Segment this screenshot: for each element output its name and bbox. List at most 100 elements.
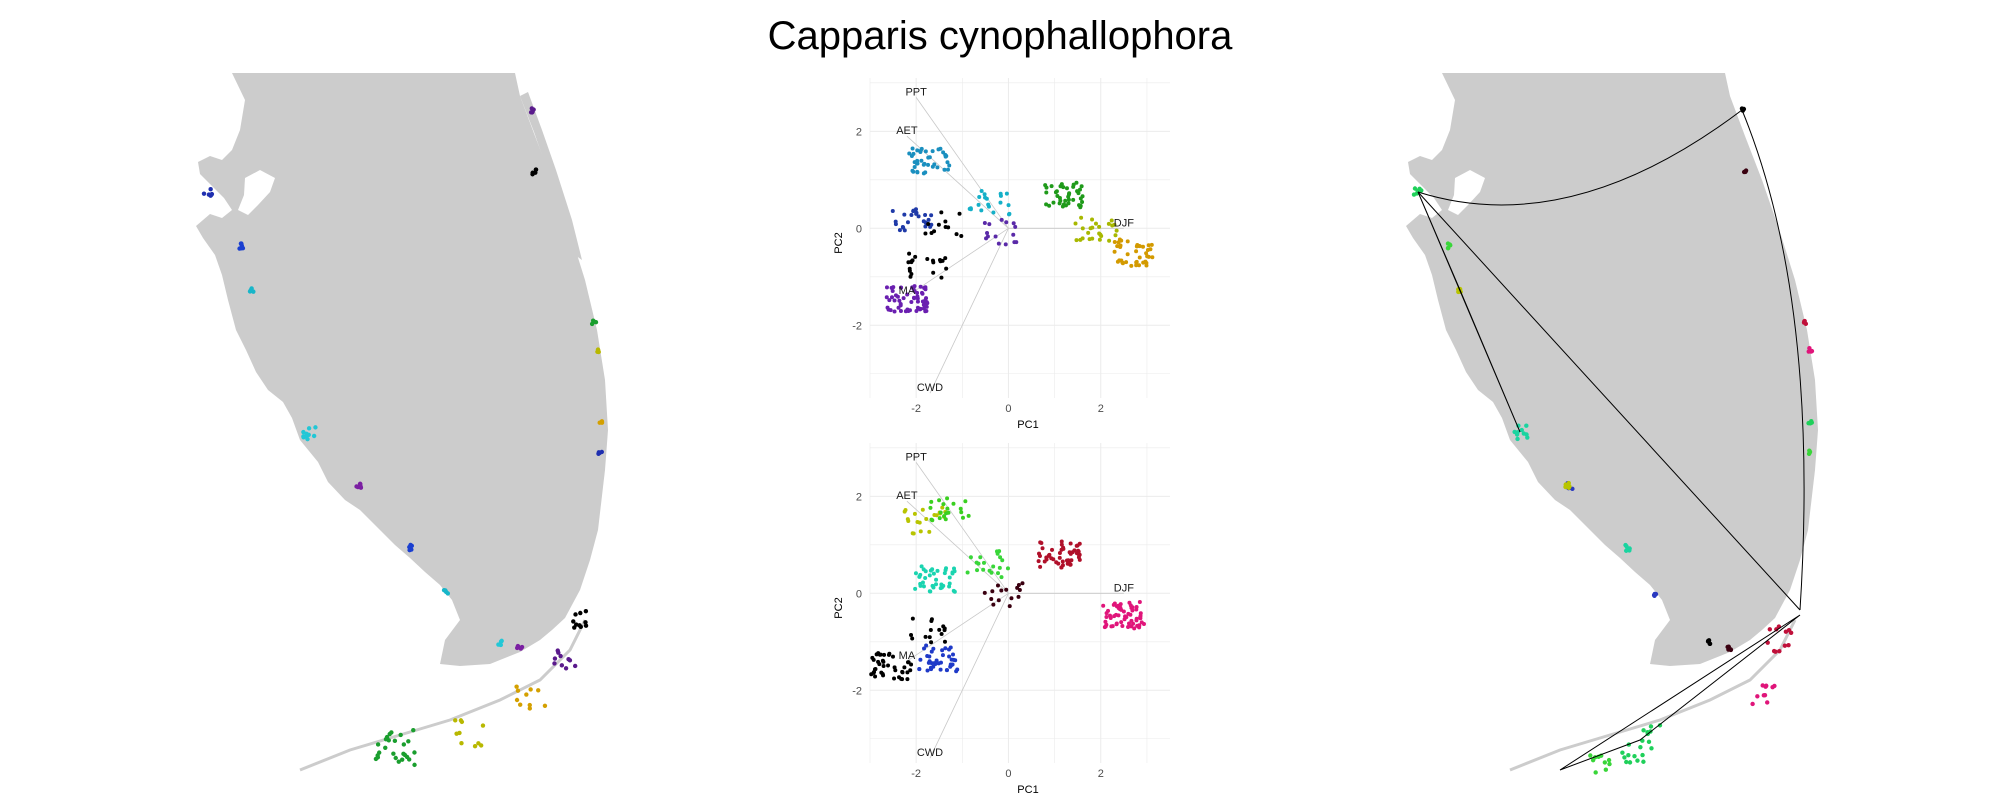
hull-line bbox=[1559, 614, 1801, 771]
pca-point bbox=[1108, 616, 1113, 621]
occurrence-point bbox=[577, 623, 582, 628]
pca-point bbox=[914, 211, 919, 216]
occurrence-point bbox=[1706, 638, 1712, 643]
pca-point bbox=[913, 254, 918, 259]
pca-point bbox=[926, 217, 931, 222]
pca-point bbox=[916, 214, 921, 219]
pca-point bbox=[886, 652, 891, 657]
pca-point bbox=[1044, 190, 1049, 195]
pca-biplot-bottom: -2 0 2 -2 0 2 PC1 PC2 PPT AET DJF CWD MA bbox=[833, 443, 1170, 796]
pca-point bbox=[940, 653, 945, 658]
pca-point bbox=[968, 555, 973, 560]
pca-point bbox=[924, 304, 929, 309]
occurrence-point bbox=[1807, 449, 1813, 455]
pca-point bbox=[999, 575, 1004, 580]
pca-point bbox=[1125, 239, 1130, 244]
pca-point bbox=[890, 208, 895, 213]
pca-point bbox=[918, 148, 923, 153]
pca-point bbox=[979, 189, 984, 194]
pca-point bbox=[1057, 201, 1062, 206]
pca-point bbox=[910, 616, 915, 621]
occurrence-point bbox=[306, 432, 311, 437]
pca-point bbox=[960, 515, 965, 520]
pca-point bbox=[944, 266, 949, 271]
vector-label: CWD bbox=[917, 382, 943, 394]
pca-point bbox=[982, 221, 987, 226]
occurrence-point bbox=[552, 656, 558, 661]
occurrence-point bbox=[1707, 641, 1712, 647]
pca-point bbox=[897, 228, 902, 233]
pca-point bbox=[1146, 243, 1151, 248]
occurrence-point bbox=[301, 429, 306, 435]
pca-point bbox=[1150, 255, 1155, 260]
pca-point bbox=[928, 589, 933, 594]
occurrence-point bbox=[412, 762, 417, 768]
pca-point bbox=[1077, 541, 1082, 546]
occurrence-point bbox=[515, 643, 521, 649]
pca-point bbox=[920, 507, 925, 512]
pca-point bbox=[1120, 260, 1125, 265]
pca-point bbox=[881, 659, 886, 664]
occurrence-point bbox=[555, 648, 560, 653]
pca-point bbox=[1044, 557, 1049, 562]
occurrence-point bbox=[376, 750, 382, 755]
pca-point bbox=[1129, 618, 1134, 623]
pca-point bbox=[952, 566, 957, 571]
pca-point bbox=[991, 210, 996, 215]
occurrence-point bbox=[1417, 186, 1422, 192]
occurrence-point bbox=[573, 612, 578, 617]
occurrence-point bbox=[412, 750, 417, 755]
occurrence-point bbox=[1624, 759, 1629, 765]
y-tick-label: 0 bbox=[856, 223, 862, 235]
pca-point bbox=[913, 586, 918, 591]
pca-point bbox=[987, 568, 992, 573]
pca-point bbox=[937, 516, 942, 521]
occurrence-point bbox=[583, 623, 589, 628]
pca-point bbox=[995, 583, 1000, 588]
pca-point bbox=[947, 575, 952, 580]
x-tick-label: 2 bbox=[1098, 403, 1104, 415]
occurrence-point bbox=[593, 320, 599, 325]
pca-point bbox=[921, 162, 926, 167]
pca-point bbox=[1086, 230, 1091, 235]
pca-point bbox=[889, 295, 894, 300]
florida-land bbox=[196, 73, 608, 666]
y-tick-label: 0 bbox=[856, 588, 862, 600]
pca-point bbox=[892, 665, 897, 670]
x-tick-label: 0 bbox=[1005, 768, 1011, 780]
pca-point bbox=[929, 213, 934, 218]
pca-point bbox=[1072, 548, 1077, 553]
pca-point bbox=[923, 634, 928, 639]
pca-point bbox=[1069, 558, 1074, 563]
pca-point bbox=[1064, 186, 1069, 191]
pca-point bbox=[948, 645, 953, 650]
vector-label: AET bbox=[896, 125, 918, 137]
pca-point bbox=[1057, 550, 1062, 555]
pca-point bbox=[1007, 211, 1012, 216]
pca-point bbox=[1074, 238, 1079, 243]
pca-point bbox=[905, 220, 910, 225]
x-tick-label: 2 bbox=[1098, 768, 1104, 780]
pca-point bbox=[884, 295, 889, 300]
pca-point bbox=[934, 582, 939, 587]
pca-point bbox=[1097, 237, 1102, 242]
loading-vector bbox=[915, 97, 1009, 229]
pca-point bbox=[1144, 251, 1149, 256]
pca-point bbox=[882, 652, 887, 657]
pca-point bbox=[901, 296, 906, 301]
occurrence-point bbox=[1807, 345, 1812, 351]
loading-vector bbox=[929, 228, 1009, 394]
x-axis-label: PC1 bbox=[1017, 784, 1038, 796]
pca-point bbox=[1057, 555, 1062, 560]
pca-point bbox=[908, 668, 913, 673]
occurrence-point bbox=[1765, 700, 1770, 705]
occurrence-point bbox=[1808, 421, 1813, 426]
pca-point bbox=[1104, 614, 1109, 619]
pca-point bbox=[1013, 224, 1018, 229]
pca-point bbox=[1003, 242, 1008, 247]
pca-point bbox=[930, 149, 935, 154]
pca-point bbox=[1063, 198, 1068, 203]
pca-point bbox=[1046, 553, 1051, 558]
pca-point bbox=[920, 580, 925, 585]
pca-point bbox=[1114, 612, 1119, 617]
